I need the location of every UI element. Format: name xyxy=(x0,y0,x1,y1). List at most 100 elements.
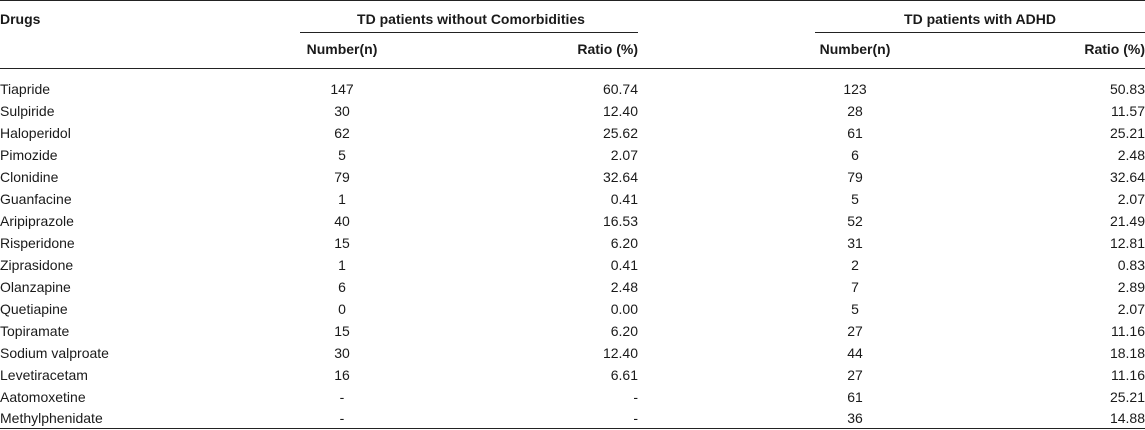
group2-ratio: 25.21 xyxy=(1109,389,1145,405)
group1-ratio: - xyxy=(633,410,638,426)
drug-name: Topiramate xyxy=(0,323,70,339)
header-bottom-rule xyxy=(0,68,1145,69)
table-row: Ziprasidone 1 0.41 2 0.83 xyxy=(0,254,1145,276)
group1-ratio: 32.64 xyxy=(602,169,638,185)
drug-name: Pimozide xyxy=(0,147,58,163)
group1-ratio: 0.41 xyxy=(610,257,638,273)
group2-number: 52 xyxy=(847,213,863,229)
group2-number: 2 xyxy=(851,257,859,273)
drug-name: Sodium valproate xyxy=(0,345,109,361)
drug-name: Clonidine xyxy=(0,169,59,185)
group1-underline xyxy=(300,32,638,33)
drug-name: Methylphenidate xyxy=(0,410,103,426)
group2-number: 79 xyxy=(847,169,863,185)
group1-number: 30 xyxy=(334,103,350,119)
group1-number: 15 xyxy=(334,323,350,339)
group2-ratio: 50.83 xyxy=(1109,81,1145,97)
group2-number-header: Number(n) xyxy=(819,41,891,57)
group2-number: 28 xyxy=(847,103,863,119)
table-top-rule xyxy=(0,0,1145,1)
group1-header: TD patients without Comorbidities xyxy=(357,11,585,27)
group2-number: 61 xyxy=(847,125,863,141)
table-row: Methylphenidate - - 36 14.88 xyxy=(0,407,1145,429)
table-row: Guanfacine 1 0.41 5 2.07 xyxy=(0,188,1145,210)
group2-ratio: 2.48 xyxy=(1117,147,1145,163)
group2-ratio: 21.49 xyxy=(1109,213,1145,229)
group2-number: 61 xyxy=(847,389,863,405)
group2-ratio: 2.89 xyxy=(1117,279,1145,295)
drug-name: Tiapride xyxy=(0,81,51,97)
table-row: Tiapride 147 60.74 123 50.83 xyxy=(0,78,1145,100)
group2-number: 27 xyxy=(847,367,863,383)
drug-name: Aripiprazole xyxy=(0,213,74,229)
group2-number: 36 xyxy=(847,410,863,426)
table-bottom-rule xyxy=(0,428,1145,429)
group1-number: 16 xyxy=(334,367,350,383)
group2-number: 5 xyxy=(851,191,859,207)
group1-ratio: 60.74 xyxy=(602,81,638,97)
drug-name: Haloperidol xyxy=(0,125,71,141)
group2-number: 5 xyxy=(851,301,859,317)
group1-number-header: Number(n) xyxy=(306,41,378,57)
drug-name: Levetiracetam xyxy=(0,367,88,383)
table-row: Aatomoxetine - - 61 25.21 xyxy=(0,386,1145,408)
table-row: Sulpiride 30 12.40 28 11.57 xyxy=(0,100,1145,122)
group2-ratio-header: Ratio (%) xyxy=(1084,41,1145,57)
drug-name: Guanfacine xyxy=(0,191,72,207)
group2-ratio: 11.16 xyxy=(1111,323,1145,339)
group2-number: 7 xyxy=(851,279,859,295)
group1-ratio: 16.53 xyxy=(602,213,638,229)
group2-number: 6 xyxy=(851,147,859,163)
group2-number: 123 xyxy=(843,81,867,97)
table-row: Haloperidol 62 25.62 61 25.21 xyxy=(0,122,1145,144)
group1-number: 40 xyxy=(334,213,350,229)
group2-ratio: 11.57 xyxy=(1111,103,1145,119)
drug-name: Ziprasidone xyxy=(0,257,74,273)
group1-number: 5 xyxy=(338,147,346,163)
group1-ratio: 2.48 xyxy=(610,279,638,295)
group1-ratio: 6.20 xyxy=(610,235,638,251)
table-row: Clonidine 79 32.64 79 32.64 xyxy=(0,166,1145,188)
group2-number: 31 xyxy=(847,235,863,251)
group2-ratio: 0.83 xyxy=(1117,257,1145,273)
group1-number: 1 xyxy=(338,257,346,273)
group1-number: 15 xyxy=(334,235,350,251)
drugs-header: Drugs xyxy=(0,11,41,27)
group2-number: 27 xyxy=(847,323,863,339)
table-row: Levetiracetam 16 6.61 27 11.16 xyxy=(0,364,1145,386)
table-row: Risperidone 15 6.20 31 12.81 xyxy=(0,232,1145,254)
group1-ratio: 6.61 xyxy=(610,367,638,383)
table-row: Pimozide 5 2.07 6 2.48 xyxy=(0,144,1145,166)
group1-ratio-header: Ratio (%) xyxy=(577,41,638,57)
group2-underline xyxy=(815,32,1145,33)
group2-number: 44 xyxy=(847,345,863,361)
group1-number: 1 xyxy=(338,191,346,207)
group1-number: 79 xyxy=(334,169,350,185)
table-row: Quetiapine 0 0.00 5 2.07 xyxy=(0,298,1145,320)
group2-ratio: 32.64 xyxy=(1109,169,1145,185)
group1-ratio: 0.41 xyxy=(610,191,638,207)
group1-number: 62 xyxy=(334,125,350,141)
drug-name: Risperidone xyxy=(0,235,75,251)
group1-number: 30 xyxy=(334,345,350,361)
group2-ratio: 25.21 xyxy=(1109,125,1145,141)
group1-ratio: 2.07 xyxy=(610,147,638,163)
group1-ratio: 12.40 xyxy=(602,345,638,361)
drug-name: Sulpiride xyxy=(0,103,55,119)
group1-ratio: 6.20 xyxy=(610,323,638,339)
group1-number: 0 xyxy=(338,301,346,317)
drug-name: Aatomoxetine xyxy=(0,389,86,405)
group1-ratio: 12.40 xyxy=(602,103,638,119)
table-row: Topiramate 15 6.20 27 11.16 xyxy=(0,320,1145,342)
group2-ratio: 14.88 xyxy=(1109,410,1145,426)
drug-name: Quetiapine xyxy=(0,301,68,317)
group1-ratio: 0.00 xyxy=(610,301,638,317)
group2-ratio: 18.18 xyxy=(1109,345,1145,361)
drug-name: Olanzapine xyxy=(0,279,71,295)
group2-ratio: 2.07 xyxy=(1117,191,1145,207)
group2-ratio: 11.16 xyxy=(1111,367,1145,383)
group1-number: - xyxy=(339,389,345,405)
group1-ratio: 25.62 xyxy=(602,125,638,141)
group2-ratio: 12.81 xyxy=(1109,235,1145,251)
group1-number: 6 xyxy=(338,279,346,295)
